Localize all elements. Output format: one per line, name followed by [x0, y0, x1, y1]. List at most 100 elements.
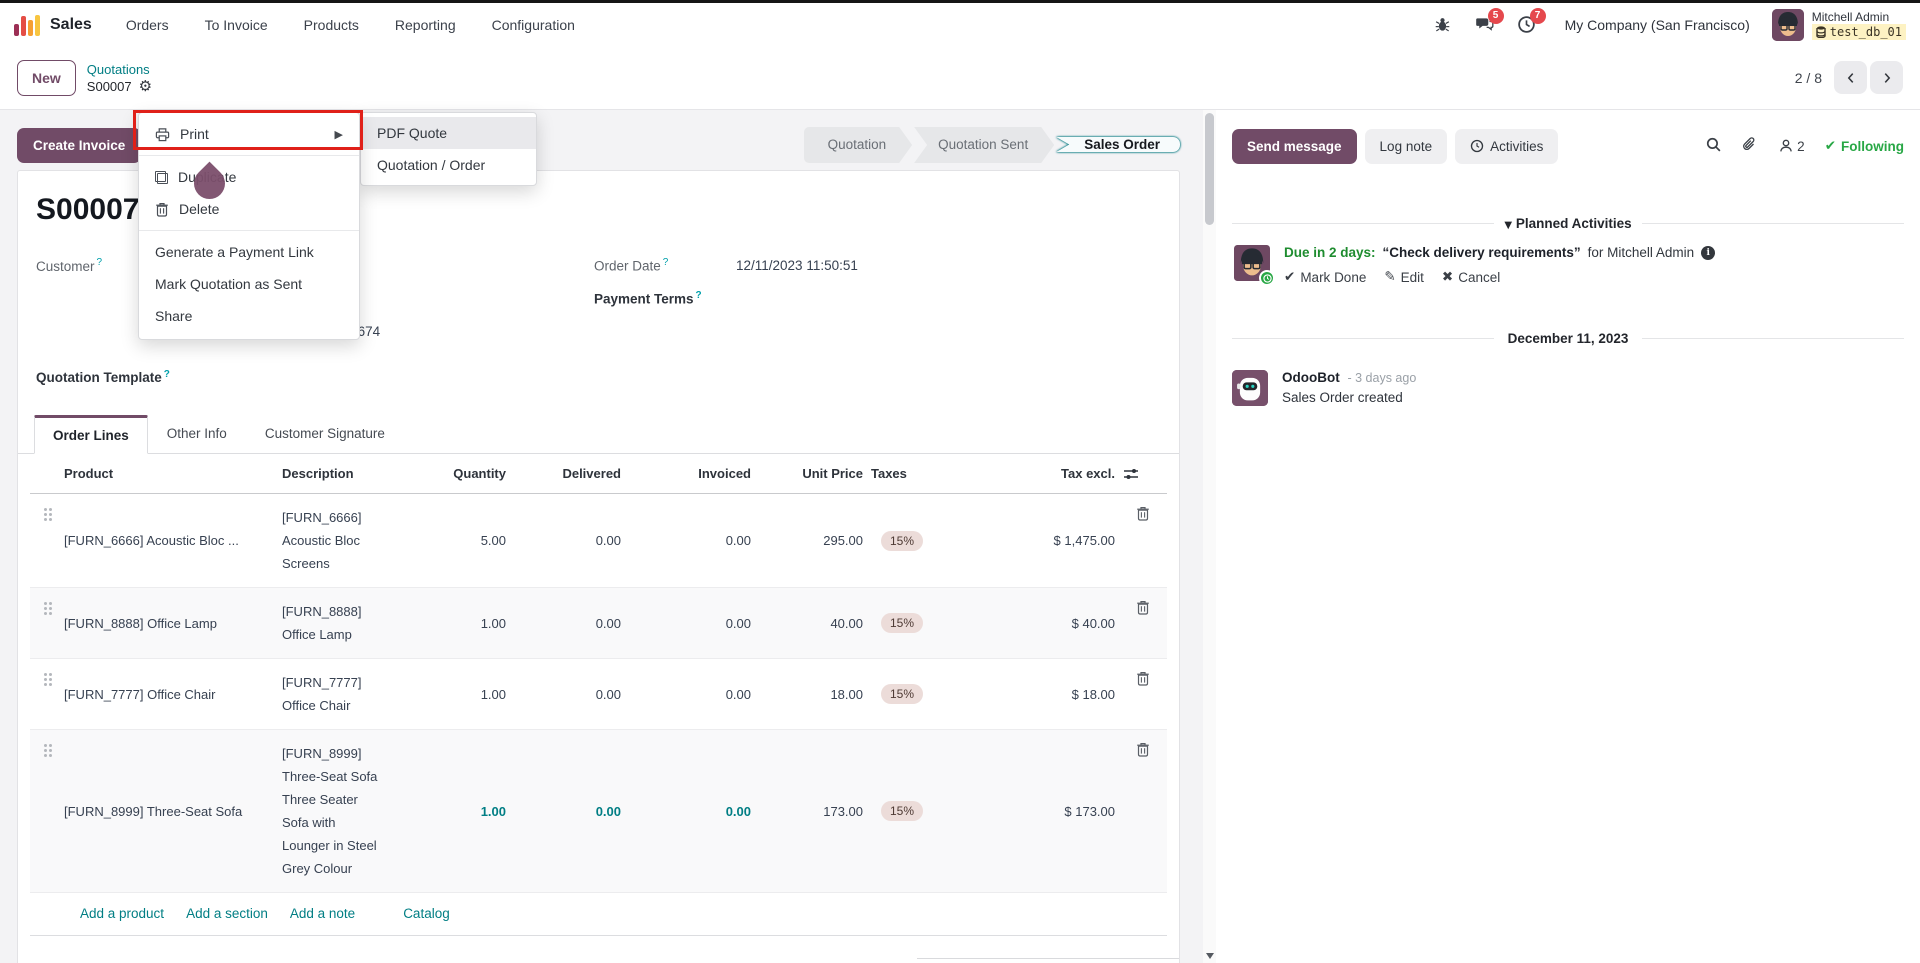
scrollbar-thumb[interactable] [1205, 113, 1214, 225]
tab-other-info[interactable]: Other Info [166, 426, 227, 441]
app-name[interactable]: Sales [50, 15, 92, 33]
sales-app-icon[interactable] [14, 14, 40, 36]
cell-invoiced[interactable]: 0.00 [725, 686, 751, 702]
status-quotation[interactable]: Quotation [804, 127, 913, 163]
status-sales-order[interactable]: Sales Order [1056, 137, 1180, 152]
cell-product[interactable]: [FURN_6666] Acoustic Bloc ... [64, 533, 239, 548]
menu-configuration[interactable]: Configuration [491, 16, 575, 33]
catalog-link[interactable]: Catalog [403, 906, 450, 921]
activities-clock-icon[interactable]: 7 [1517, 7, 1546, 35]
col-unit-price[interactable]: Unit Price [802, 466, 863, 481]
cell-unit-price[interactable]: 173.00 [823, 803, 863, 819]
followers-button[interactable]: 2 [1778, 138, 1805, 154]
message-author[interactable]: OdooBot [1282, 370, 1340, 385]
delete-row-icon[interactable] [1119, 659, 1167, 686]
menu-mark-quotation-sent[interactable]: Mark Quotation as Sent [155, 276, 303, 292]
col-taxes[interactable]: Taxes [871, 466, 907, 481]
planned-activities-header[interactable]: ▼ Planned Activities [1232, 216, 1904, 231]
cell-delivered[interactable]: 0.00 [595, 533, 621, 548]
cell-quantity[interactable]: 1.00 [480, 803, 506, 819]
delete-row-icon[interactable] [1119, 730, 1167, 757]
cancel-activity-button[interactable]: ✖ Cancel [1441, 269, 1501, 285]
help-marker[interactable]: ? [695, 289, 702, 301]
company-switcher[interactable]: My Company (San Francisco) [1564, 16, 1750, 33]
send-message-button[interactable]: Send message [1232, 128, 1357, 164]
cell-product[interactable]: [FURN_8888] Office Lamp [64, 615, 217, 631]
new-button[interactable]: New [17, 59, 76, 96]
cell-description[interactable]: [FURN_7777] Office Chair [282, 675, 362, 713]
cell-invoiced[interactable]: 0.00 [725, 533, 751, 548]
info-icon[interactable]: i [1701, 245, 1716, 260]
cell-quantity[interactable]: 1.00 [480, 686, 506, 702]
order-date-value[interactable]: 12/11/2023 11:50:51 [736, 257, 858, 273]
cell-product[interactable]: [FURN_7777] Office Chair [64, 686, 216, 702]
debug-bug-icon[interactable] [1433, 15, 1453, 35]
drag-handle-icon[interactable] [30, 659, 60, 676]
create-invoice-button[interactable]: Create Invoice [17, 127, 142, 163]
search-messages-icon[interactable] [1705, 136, 1722, 156]
menu-to-invoice[interactable]: To Invoice [204, 16, 268, 33]
add-section-link[interactable]: Add a section [186, 906, 268, 921]
menu-delete[interactable]: Delete [139, 193, 359, 225]
tab-order-lines[interactable]: Order Lines [34, 415, 148, 454]
cell-invoiced[interactable]: 0.00 [725, 803, 751, 819]
message-item[interactable]: OdooBot - 3 days ago Sales Order created [1232, 370, 1904, 406]
table-row[interactable]: [FURN_6666] Acoustic Bloc ... [FURN_6666… [30, 494, 1167, 588]
table-row[interactable]: [FURN_8888] Office Lamp [FURN_8888] Offi… [30, 588, 1167, 659]
cell-taxes[interactable]: 15% [867, 795, 965, 827]
cell-unit-price[interactable]: 295.00 [823, 533, 863, 548]
menu-duplicate[interactable]: Duplicate [139, 161, 359, 193]
cell-delivered[interactable]: 0.00 [595, 803, 621, 819]
pager-next-button[interactable] [1870, 61, 1903, 94]
menu-generate-payment-link[interactable]: Generate a Payment Link [155, 244, 314, 260]
drag-handle-icon[interactable] [30, 730, 60, 747]
scrollbar-down-arrow[interactable] [1206, 953, 1214, 959]
cell-taxes[interactable]: 15% [867, 607, 965, 639]
cell-delivered[interactable]: 0.00 [595, 615, 621, 631]
optional-columns-icon[interactable] [1119, 458, 1167, 490]
cell-delivered[interactable]: 0.00 [595, 686, 621, 702]
table-row[interactable]: [FURN_7777] Office Chair [FURN_7777] Off… [30, 659, 1167, 730]
menu-print[interactable]: Print ▶ [139, 118, 359, 150]
cell-description[interactable]: [FURN_8888] Office Lamp [282, 604, 362, 642]
table-row[interactable]: [FURN_8999] Three-Seat Sofa [FURN_8999] … [30, 730, 1167, 893]
col-description[interactable]: Description [282, 466, 354, 481]
cell-taxes[interactable]: 15% [867, 525, 965, 557]
col-delivered[interactable]: Delivered [562, 466, 621, 481]
status-quotation-sent[interactable]: Quotation Sent [914, 127, 1054, 163]
cog-menu-icon[interactable]: ⚙ [138, 76, 153, 95]
cell-description[interactable]: [FURN_8999] Three-Seat Sofa Three Seater… [282, 746, 378, 876]
breadcrumb-quotations[interactable]: Quotations [86, 61, 150, 77]
mark-done-button[interactable]: ✔ Mark Done [1284, 269, 1367, 285]
scrollbar[interactable] [1203, 110, 1216, 963]
edit-activity-button[interactable]: ✎ Edit [1384, 269, 1424, 285]
messages-icon[interactable]: 5 [1475, 7, 1504, 35]
log-note-button[interactable]: Log note [1364, 128, 1448, 164]
add-note-link[interactable]: Add a note [289, 906, 356, 921]
attachments-icon[interactable] [1742, 136, 1758, 156]
cell-description[interactable]: [FURN_6666] Acoustic Bloc Screens [282, 510, 362, 571]
submenu-pdf-quote[interactable]: PDF Quote [361, 117, 536, 149]
pager-previous-button[interactable] [1834, 61, 1867, 94]
user-menu[interactable]: Mitchell Admin test_db_01 [1771, 8, 1906, 41]
cell-unit-price[interactable]: 18.00 [830, 686, 863, 702]
col-invoiced[interactable]: Invoiced [698, 466, 751, 481]
cell-product[interactable]: [FURN_8999] Three-Seat Sofa [64, 803, 243, 819]
col-quantity[interactable]: Quantity [453, 466, 506, 481]
tab-customer-signature[interactable]: Customer Signature [264, 426, 385, 441]
help-marker[interactable]: ? [163, 368, 170, 380]
menu-products[interactable]: Products [303, 16, 359, 33]
delete-row-icon[interactable] [1119, 494, 1167, 521]
add-product-link[interactable]: Add a product [80, 906, 165, 921]
drag-handle-icon[interactable] [30, 588, 60, 605]
cell-taxes[interactable]: 15% [867, 678, 965, 710]
menu-orders[interactable]: Orders [125, 16, 169, 33]
following-button[interactable]: ✔ Following [1824, 138, 1904, 154]
delete-row-icon[interactable] [1119, 588, 1167, 615]
cell-quantity[interactable]: 5.00 [480, 533, 506, 548]
col-product[interactable]: Product [64, 466, 114, 481]
menu-reporting[interactable]: Reporting [394, 16, 456, 33]
menu-share[interactable]: Share [155, 308, 193, 324]
help-marker[interactable]: ? [662, 257, 669, 268]
cell-quantity[interactable]: 1.00 [480, 615, 506, 631]
